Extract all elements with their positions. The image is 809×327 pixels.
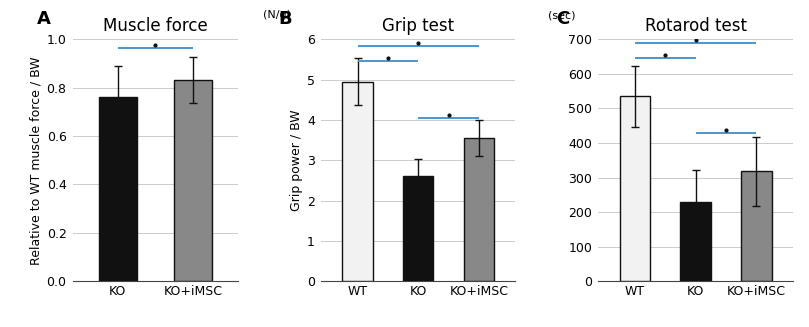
Bar bbox=[174, 80, 212, 281]
Text: (sec): (sec) bbox=[548, 10, 575, 20]
Text: A: A bbox=[36, 10, 50, 28]
Text: C: C bbox=[556, 10, 569, 28]
Bar bbox=[342, 81, 373, 281]
Bar bbox=[680, 202, 711, 281]
Title: Muscle force: Muscle force bbox=[103, 17, 208, 35]
Bar bbox=[741, 171, 772, 281]
Title: Grip test: Grip test bbox=[382, 17, 455, 35]
Y-axis label: Grip power / BW: Grip power / BW bbox=[290, 110, 303, 211]
Bar bbox=[99, 97, 137, 281]
Text: B: B bbox=[278, 10, 292, 28]
Title: Rotarod test: Rotarod test bbox=[645, 17, 747, 35]
Bar bbox=[464, 138, 494, 281]
Y-axis label: Relative to WT muscle force / BW: Relative to WT muscle force / BW bbox=[29, 56, 42, 265]
Bar bbox=[620, 96, 650, 281]
Bar bbox=[403, 176, 434, 281]
Text: (N/g): (N/g) bbox=[263, 10, 290, 20]
